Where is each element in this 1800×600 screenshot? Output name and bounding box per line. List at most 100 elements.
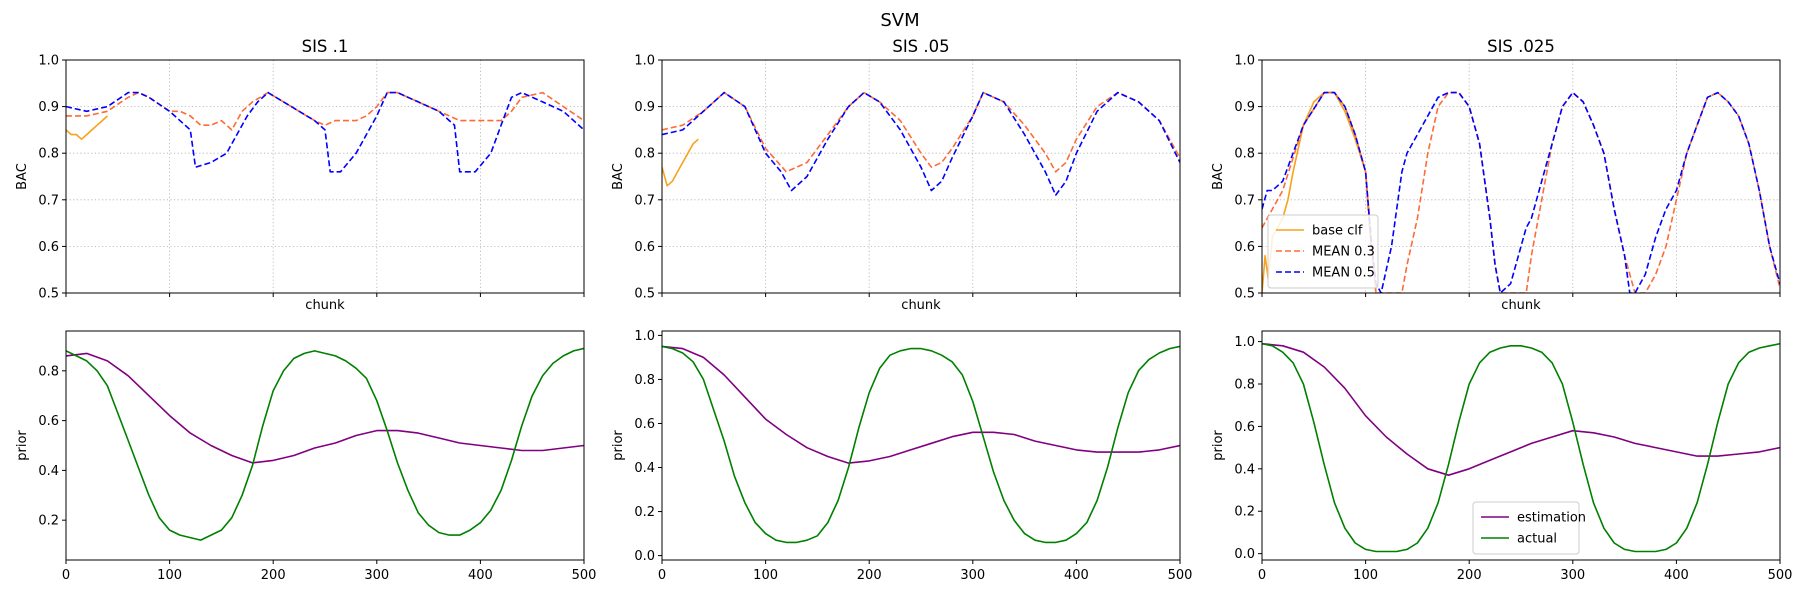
x-tick-label: 300	[1560, 568, 1585, 583]
panel-2: 0.5 0.6 0.7 0.8 0.9 1.0 SIS .05 chunk BAC	[611, 37, 1181, 313]
series-mean-0-5	[1262, 91, 1780, 293]
panel-4: 0.2 0.4 0.6 0.8 0 100 200 300 400 500 prior	[15, 330, 597, 583]
legend-box	[1267, 214, 1379, 289]
y-tick-label: 0.4	[1234, 462, 1255, 477]
y-tick-label: 0.8	[634, 373, 655, 388]
plot-frame	[661, 59, 1181, 294]
y-tick-label: 0.7	[1234, 193, 1255, 208]
panel-3: 0.5 0.6 0.7 0.8 0.9 1.0 SIS .025 chunk BAC base c…	[1211, 37, 1781, 313]
y-tick-label: 0.0	[634, 549, 655, 564]
x-tick-label: 0	[658, 568, 666, 583]
y-tick-label: 0.9	[38, 100, 59, 115]
series-base-clf	[66, 115, 108, 140]
y-tick-label: 0.2	[1234, 505, 1255, 520]
x-tick-label: 200	[261, 568, 286, 583]
x-tick-label: 300	[960, 568, 985, 583]
y-tick-label: 1.0	[634, 329, 655, 344]
x-tick-label: 400	[1064, 568, 1089, 583]
y-axis-label: prior	[611, 430, 626, 461]
plot-frame	[1261, 330, 1781, 561]
y-axis-label: BAC	[611, 163, 626, 190]
x-axis-label: chunk	[305, 298, 345, 313]
series-estimation	[662, 345, 1180, 464]
series-actual	[66, 347, 584, 541]
y-tick-label: 1.0	[634, 54, 655, 69]
y-tick-label: 0.6	[634, 240, 655, 255]
panel-title: SIS .1	[302, 37, 349, 56]
y-tick-label: 0.5	[38, 287, 59, 302]
plot-frame	[65, 59, 585, 294]
y-tick-label: 0.5	[1234, 287, 1255, 302]
series-actual	[1262, 342, 1780, 553]
y-axis-label: BAC	[15, 163, 30, 190]
legend-label: estimation	[1517, 511, 1586, 526]
legend-box	[1472, 501, 1580, 555]
y-tick-label: 0.8	[38, 147, 59, 162]
y-tick-label: 1.0	[1234, 54, 1255, 69]
y-tick-label: 0.6	[38, 414, 59, 429]
x-tick-label: 0	[1258, 568, 1266, 583]
series-estimation	[66, 352, 584, 464]
x-tick-label: 100	[753, 568, 778, 583]
x-tick-label: 500	[1168, 568, 1193, 583]
legend-label: MEAN 0.5	[1312, 266, 1375, 281]
panel-title: SIS .025	[1487, 37, 1555, 56]
legend-label: actual	[1517, 532, 1557, 547]
y-tick-label: 0.6	[634, 417, 655, 432]
series-mean-0-5	[66, 91, 584, 173]
y-tick-label: 0.8	[1234, 147, 1255, 162]
legend-label: MEAN 0.3	[1312, 245, 1375, 260]
x-tick-label: 200	[857, 568, 882, 583]
panel-5: 0.0 0.2 0.4 0.6 0.8 1.0 0 100 200 300 400 500 prior	[611, 329, 1192, 583]
x-tick-label: 500	[1768, 568, 1793, 583]
y-tick-label: 0.5	[634, 287, 655, 302]
x-tick-label: 400	[468, 568, 493, 583]
y-tick-label: 0.4	[38, 464, 59, 479]
y-tick-label: 0.8	[38, 364, 59, 379]
y-tick-label: 0.8	[1234, 378, 1255, 393]
x-axis-label: chunk	[1501, 298, 1541, 313]
legend-label: base clf	[1312, 224, 1363, 239]
panel-6: 0.0 0.2 0.4 0.6 0.8 1.0 0 100 200 300 400 500 prior e…	[1211, 330, 1793, 583]
y-tick-label: 0.6	[38, 240, 59, 255]
y-tick-label: 0.2	[634, 505, 655, 520]
x-tick-label: 0	[62, 568, 70, 583]
series-base-clf	[662, 138, 699, 187]
x-tick-label: 300	[364, 568, 389, 583]
series-actual	[662, 345, 1180, 544]
y-tick-label: 0.7	[634, 193, 655, 208]
x-tick-label: 400	[1664, 568, 1689, 583]
series-estimation	[1262, 342, 1780, 477]
y-tick-label: 0.9	[1234, 100, 1255, 115]
figure-title: SVM	[880, 10, 919, 31]
series-mean-0-3	[662, 91, 1180, 173]
y-tick-label: 1.0	[1234, 335, 1255, 350]
y-tick-label: 0.7	[38, 193, 59, 208]
legend: estimation actual	[1472, 501, 1586, 555]
plot-frame	[661, 330, 1181, 561]
y-tick-label: 1.0	[38, 54, 59, 69]
y-tick-label: 0.4	[634, 461, 655, 476]
y-tick-label: 0.6	[1234, 420, 1255, 435]
y-axis-label: BAC	[1211, 163, 1226, 190]
plot-frame	[1261, 59, 1781, 294]
x-axis-label: chunk	[901, 298, 941, 313]
panel-1: 0.5 0.6 0.7 0.8 0.9 1.0 SIS .1 chunk BAC	[15, 37, 585, 313]
x-tick-label: 100	[1353, 568, 1378, 583]
y-tick-label: 0.6	[1234, 240, 1255, 255]
x-tick-label: 500	[572, 568, 597, 583]
y-tick-label: 0.8	[634, 147, 655, 162]
legend: base clf MEAN 0.3 MEAN 0.5	[1267, 214, 1379, 289]
y-tick-label: 0.2	[38, 514, 59, 529]
y-tick-label: 0.0	[1234, 547, 1255, 562]
y-tick-label: 0.9	[634, 100, 655, 115]
series-mean-0-5	[662, 91, 1180, 196]
y-axis-label: prior	[15, 430, 30, 461]
x-tick-label: 100	[157, 568, 182, 583]
y-axis-label: prior	[1211, 430, 1226, 461]
panel-title: SIS .05	[892, 37, 949, 56]
series-mean-0-3	[66, 91, 584, 131]
plot-frame	[65, 330, 585, 561]
x-tick-label: 200	[1457, 568, 1482, 583]
